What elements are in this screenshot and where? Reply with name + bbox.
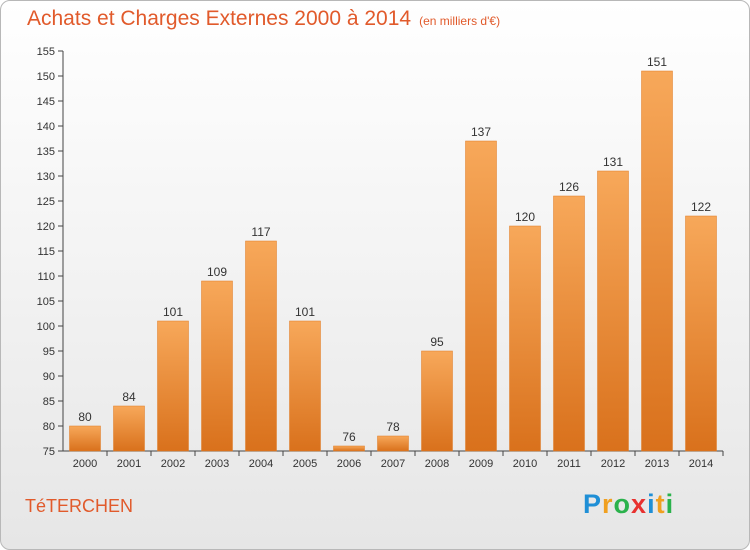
x-tick-label: 2014 xyxy=(689,458,713,470)
x-tick-label: 2013 xyxy=(645,458,669,470)
bar-value-label: 80 xyxy=(78,410,92,424)
bar xyxy=(553,195,585,452)
bar-value-label: 131 xyxy=(603,155,623,169)
y-tick-label: 140 xyxy=(37,121,55,133)
bar-value-label: 117 xyxy=(251,225,270,239)
bar xyxy=(685,215,717,452)
y-tick-label: 130 xyxy=(37,171,55,183)
y-tick-label: 90 xyxy=(43,371,55,383)
bar xyxy=(333,445,365,452)
logo-letter: t xyxy=(655,489,666,519)
y-tick-label: 150 xyxy=(37,71,55,83)
bar-value-label: 95 xyxy=(430,335,444,349)
logo-letter: P xyxy=(583,489,603,519)
bar-value-label: 109 xyxy=(207,265,227,279)
x-tick-label: 2009 xyxy=(469,458,493,470)
data-labels: 80 84 101 109 117 101 76 78 95 137 120 126 131 151 122 xyxy=(78,55,711,444)
x-tick-label: 2003 xyxy=(205,458,229,470)
bar xyxy=(69,425,101,452)
y-tick-label: 95 xyxy=(43,346,55,358)
x-tick-label: 2011 xyxy=(557,458,581,470)
x-tick-label: 2006 xyxy=(337,458,361,470)
bar-value-label: 122 xyxy=(691,200,711,214)
proxiti-logo: Proxiti xyxy=(583,489,674,520)
commune-name: TéTERCHEN xyxy=(25,496,134,516)
bars xyxy=(69,70,717,452)
logo-letter: o xyxy=(613,489,632,519)
x-tick-label: 2004 xyxy=(249,458,273,470)
chart-title: Achats et Charges Externes 2000 à 2014 (e… xyxy=(27,7,500,31)
bar xyxy=(421,350,453,452)
y-tick-label: 135 xyxy=(37,146,55,158)
x-tick-label: 2012 xyxy=(601,458,625,470)
y-tick-label: 85 xyxy=(43,396,55,408)
x-tick-label: 2002 xyxy=(161,458,185,470)
bar xyxy=(157,320,189,452)
y-tick-label: 110 xyxy=(37,271,55,283)
bar xyxy=(597,170,629,452)
bar xyxy=(377,435,409,452)
y-tick-label: 120 xyxy=(37,221,55,233)
bar xyxy=(509,225,541,452)
y-tick-label: 155 xyxy=(37,46,55,58)
y-tick-label: 115 xyxy=(37,246,55,258)
y-tick-label: 145 xyxy=(37,96,55,108)
x-tick-label: 2008 xyxy=(425,458,449,470)
bar xyxy=(201,280,233,452)
x-tick-label: 2007 xyxy=(381,458,405,470)
logo-letter: r xyxy=(602,489,614,519)
x-tick-label: 2000 xyxy=(73,458,97,470)
bar xyxy=(289,320,321,452)
y-tick-label: 100 xyxy=(37,321,55,333)
bar-value-label: 84 xyxy=(122,390,136,404)
bar-value-label: 101 xyxy=(295,305,315,319)
bar-value-label: 126 xyxy=(559,180,579,194)
bar xyxy=(245,240,277,452)
logo-letter: i xyxy=(665,489,675,519)
x-tick-label: 2005 xyxy=(293,458,317,470)
y-tick-label: 105 xyxy=(37,296,55,308)
bar-value-label: 120 xyxy=(515,210,535,224)
chart-title-text: Achats et Charges Externes 2000 à 2014 xyxy=(27,7,412,30)
bar-value-label: 137 xyxy=(471,125,491,139)
bar-value-label: 78 xyxy=(386,420,400,434)
y-tick-label: 80 xyxy=(43,421,55,433)
bar xyxy=(465,140,497,452)
bar-value-label: 101 xyxy=(163,305,183,319)
y-tick-label: 75 xyxy=(43,446,55,458)
logo-letter: i xyxy=(647,489,656,519)
bar xyxy=(113,405,145,452)
x-tick-label: 2010 xyxy=(513,458,537,470)
x-tick-label: 2001 xyxy=(117,458,141,470)
bar-value-label: 151 xyxy=(647,55,667,69)
bar xyxy=(641,70,673,452)
chart-subtitle: (en milliers d'€) xyxy=(419,14,501,28)
bar-value-label: 76 xyxy=(342,430,356,444)
logo-letter: x xyxy=(631,489,648,519)
y-tick-label: 125 xyxy=(37,196,55,208)
